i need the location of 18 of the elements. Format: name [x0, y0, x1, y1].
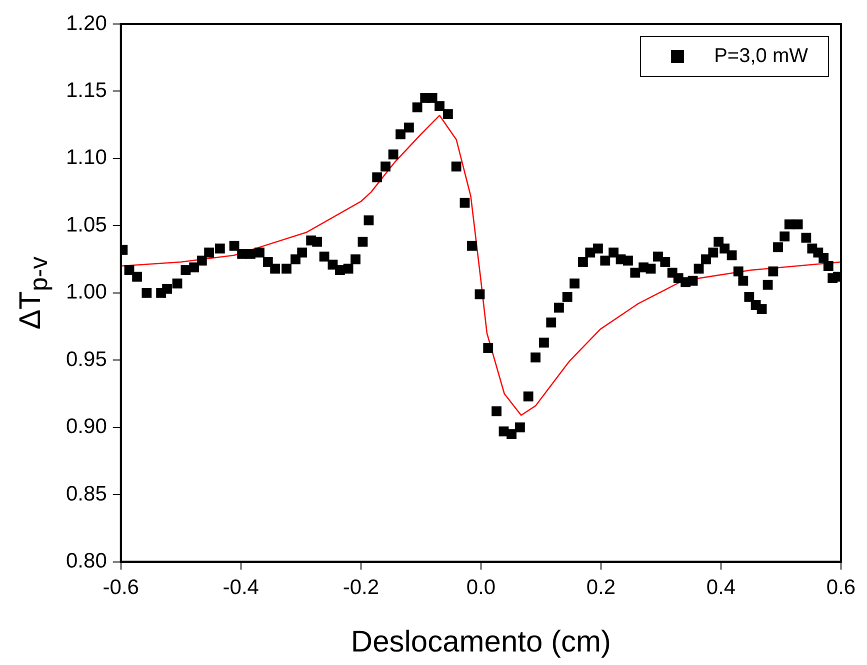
y-tick-label: 0.80 [66, 550, 107, 573]
x-tick-label: 0.2 [586, 576, 616, 600]
x-tick-label: 0.4 [706, 576, 736, 600]
x-axis-title: Deslocamento (cm) [350, 625, 611, 658]
y-tick-label: 0.85 [66, 482, 107, 506]
y-tick-label: 1.15 [66, 79, 107, 102]
legend-label: P=3,0 mW [714, 45, 808, 68]
y-tick-label: 1.20 [66, 12, 107, 35]
x-tick-label: 0.6 [826, 576, 856, 600]
y-tick-label: 1.00 [66, 280, 107, 304]
y-tick-label: 0.90 [66, 415, 107, 438]
y-tick-label: 0.95 [66, 348, 107, 371]
x-tick-label: -0.6 [102, 576, 139, 600]
x-tick-label: 0.0 [466, 576, 496, 600]
y-tick-label: 1.10 [66, 146, 107, 170]
y-tick-label: 1.05 [66, 213, 107, 236]
x-tick-label: -0.4 [222, 576, 260, 600]
x-tick-label: -0.2 [342, 576, 380, 600]
